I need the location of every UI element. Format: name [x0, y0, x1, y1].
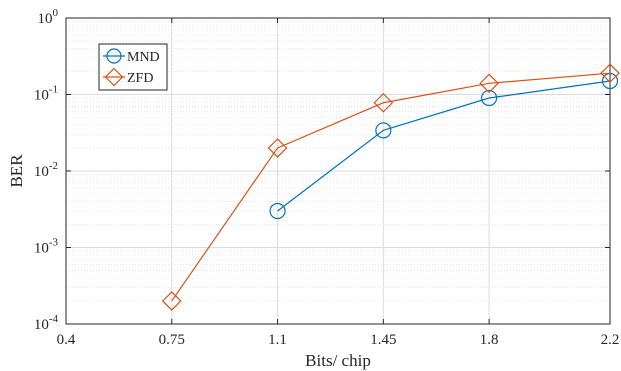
series-mnd-point	[481, 89, 498, 107]
series-zfd	[161, 63, 620, 311]
tick-base: 10	[34, 164, 49, 180]
series-mnd-point	[375, 122, 392, 139]
legend-marker-mnd	[106, 48, 122, 64]
tick-exponent: -2	[49, 160, 58, 172]
series-zfd-point	[161, 291, 182, 311]
legend-entry-zfd: ZFD	[103, 67, 153, 87]
tick-base: 10	[34, 241, 49, 257]
series-zfd-point	[479, 73, 499, 94]
series-layer	[161, 63, 620, 311]
legend-label-mnd: MND	[127, 50, 160, 65]
tick-exponent: 0	[53, 7, 59, 19]
series-zfd-point	[600, 63, 620, 84]
y-tick-label: 10-2	[34, 160, 58, 180]
x-tick-label: 1.1	[268, 332, 287, 348]
legend: MND ZFD	[98, 43, 168, 91]
series-zfd-point	[267, 138, 288, 158]
series-zfd-point	[373, 92, 394, 113]
tick-base: 10	[34, 317, 49, 333]
x-tick-label: 1.45	[370, 332, 396, 348]
legend-marker-zfd	[104, 67, 124, 87]
tick-exponent: -3	[49, 237, 59, 249]
y-axis-label: BER	[7, 154, 26, 188]
series-mnd	[269, 72, 619, 220]
y-tick-label: 100	[38, 7, 59, 27]
series-mnd-point	[269, 202, 286, 220]
x-tick-label: 1.8	[480, 332, 499, 348]
legend-label-zfd: ZFD	[127, 71, 153, 86]
x-tick-label: 0.75	[159, 332, 185, 348]
series-mnd-line	[277, 80, 611, 212]
legend-entry-mnd: MND	[103, 48, 160, 65]
y-tick-label: 10-3	[34, 237, 59, 257]
tick-exponent: -1	[49, 84, 58, 96]
tick-exponent: -4	[49, 313, 59, 325]
tick-base: 10	[38, 11, 53, 27]
series-zfd-line	[171, 72, 611, 302]
x-tick-label: 0.4	[57, 332, 76, 348]
tick-base: 10	[34, 88, 49, 104]
x-tick-label: 2.2	[601, 332, 620, 348]
x-axis-label: Bits/ chip	[305, 351, 371, 370]
y-tick-label: 10-1	[34, 84, 58, 104]
y-tick-label: 10-4	[34, 313, 59, 333]
